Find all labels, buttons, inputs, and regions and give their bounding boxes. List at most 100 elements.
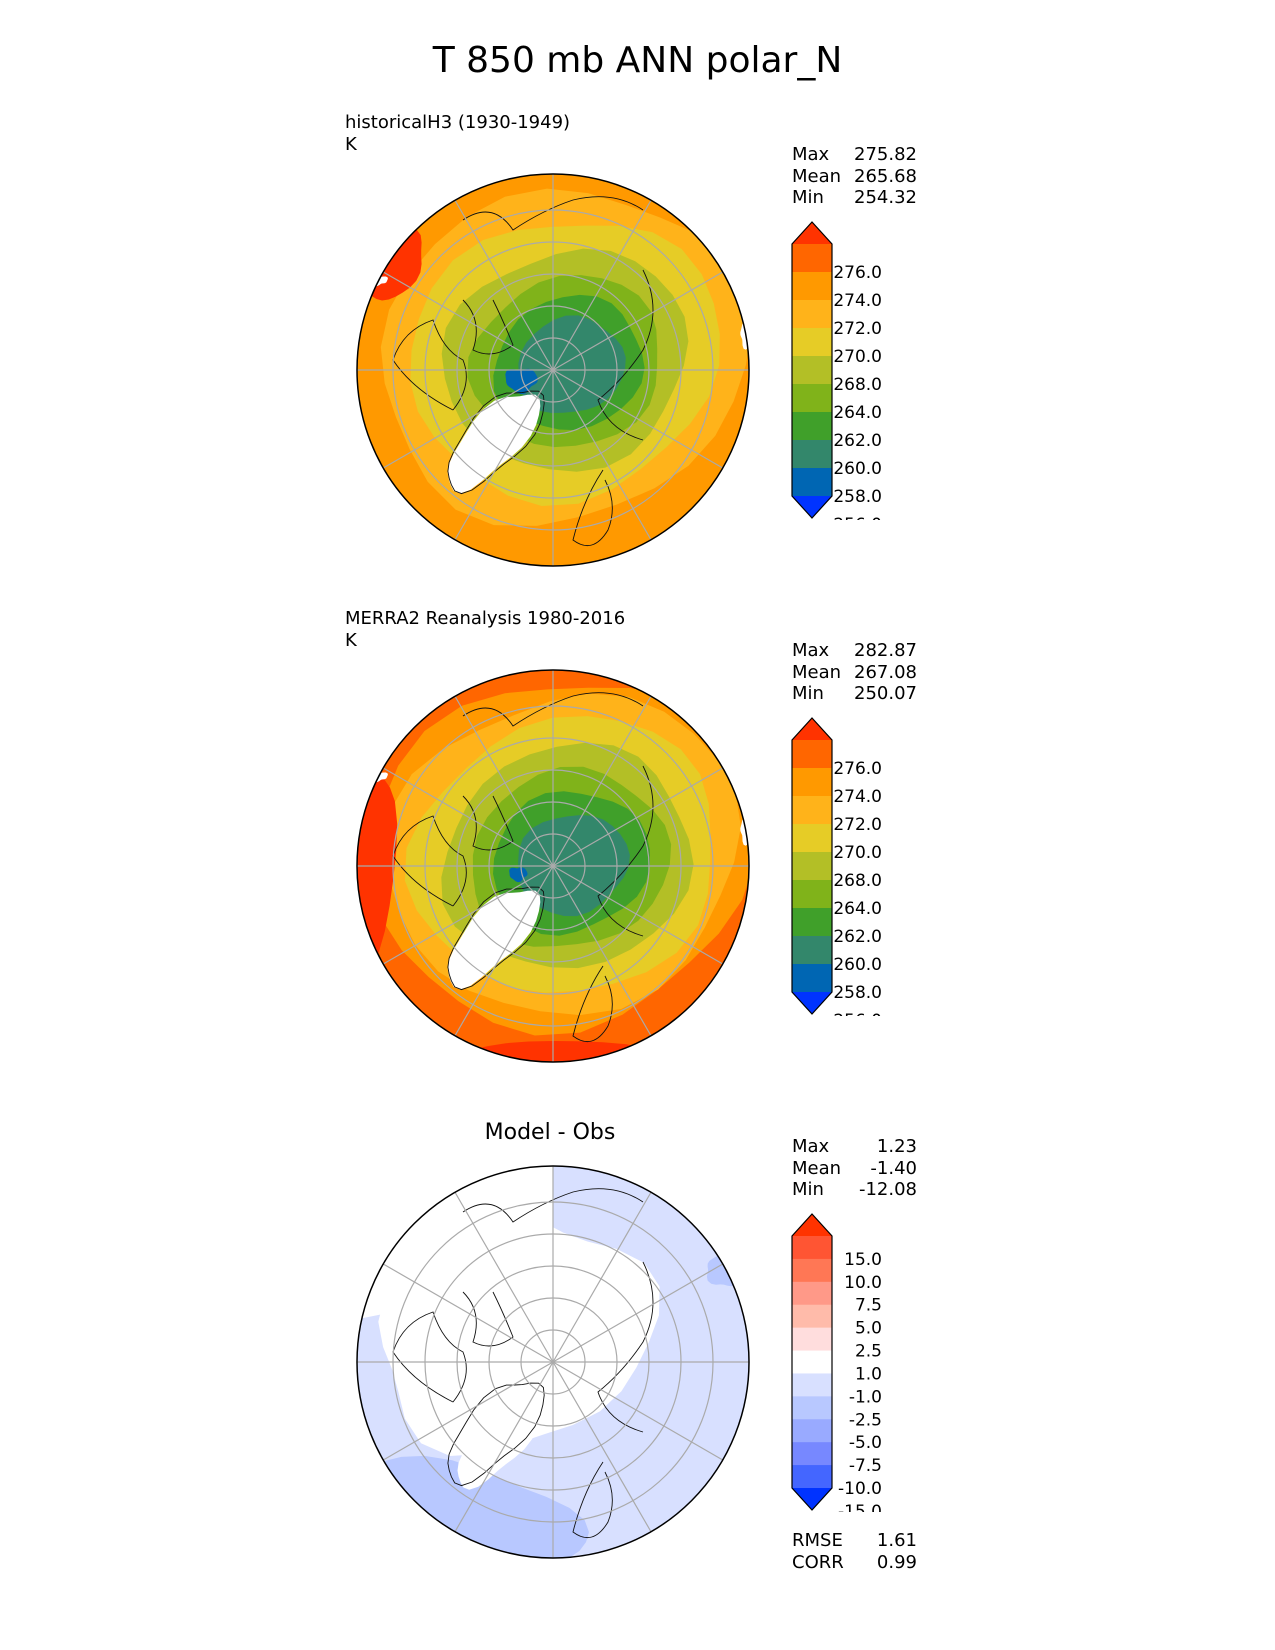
colorbar-tick-label: 5.0 xyxy=(855,1319,882,1339)
stat-label: Min xyxy=(792,683,824,704)
colorbar-tick-label: 272.0 xyxy=(833,815,882,835)
meridian-line xyxy=(454,1191,554,1363)
panel2-polar-map xyxy=(356,669,750,1063)
meridian-line xyxy=(382,369,554,469)
metric-label: RMSE xyxy=(792,1530,843,1551)
coastlines xyxy=(392,1188,654,1539)
meridian-line xyxy=(552,271,724,371)
colorbar-swatch xyxy=(792,384,832,413)
colorbar-tick-label: 276.0 xyxy=(833,263,882,283)
stat-value: -12.08 xyxy=(858,1179,917,1200)
map-boundary xyxy=(356,669,750,1063)
field-band xyxy=(357,1166,553,1322)
field-band xyxy=(518,315,626,413)
colorbar-tick-label: 2.5 xyxy=(855,1342,882,1362)
meridian-line xyxy=(382,767,554,867)
colorbar-extend-max xyxy=(792,222,832,244)
field-band xyxy=(357,752,398,1002)
colorbar-tick-label: -2.5 xyxy=(849,1410,882,1430)
meridian-line xyxy=(454,369,554,541)
colorbar-swatch xyxy=(792,964,832,993)
coastline-scandinavia xyxy=(572,469,613,547)
metric-value: 0.99 xyxy=(876,1551,917,1573)
meridian-line xyxy=(552,369,724,469)
panel1-units: K xyxy=(345,134,357,155)
colorbar-swatch xyxy=(792,908,832,937)
stat-value: 267.08 xyxy=(854,661,917,683)
colorbar-tick-label: -1.0 xyxy=(849,1387,882,1407)
colorbar-swatch xyxy=(792,440,832,469)
colorbar-extend-min xyxy=(792,992,832,1014)
coastline-hudson-bay xyxy=(392,319,467,411)
missing-data-patch xyxy=(740,817,749,846)
panel2-stats: Max 282.87 Mean 267.08 Min 250.07 xyxy=(792,640,917,705)
meridian-line xyxy=(454,865,554,1037)
colorbar-swatch xyxy=(792,1258,832,1283)
colorbar-tick-label: 268.0 xyxy=(833,375,882,395)
coastline-archipelago xyxy=(462,299,514,355)
colorbar-swatch xyxy=(792,244,832,273)
coastlines xyxy=(392,196,654,547)
panel3-title: Model - Obs xyxy=(484,1120,616,1145)
stat-label: Max xyxy=(792,144,830,165)
field-band xyxy=(509,867,528,883)
panel1-title: historicalH3 (1930-1949) xyxy=(345,112,571,133)
meridian-line xyxy=(382,1263,554,1363)
coastline-alaska xyxy=(462,692,644,727)
panel1-polar-map xyxy=(356,173,750,567)
coastlines xyxy=(392,692,654,1043)
panel1-colorbar: 276.0 274.0 272.0 270.0 268.0 264.0 262.0 260.0… xyxy=(791,221,882,520)
stat-value: -1.40 xyxy=(870,1157,917,1179)
stat-label: Mean xyxy=(792,165,842,187)
colorbar-swatch xyxy=(792,880,832,909)
colorbar-swatch xyxy=(792,1465,832,1489)
coastline-greenland xyxy=(447,390,545,495)
meridian-line xyxy=(552,1361,724,1461)
coastline-siberia xyxy=(597,1261,654,1433)
coastline-hudson-bay xyxy=(392,815,467,907)
colorbar-tick-label: 268.0 xyxy=(833,871,882,891)
meridian-line xyxy=(552,767,724,867)
metric-label: CORR xyxy=(792,1551,844,1573)
colorbar-extend-max xyxy=(792,1214,832,1236)
colorbar-tick-label: 256.0 xyxy=(833,1011,882,1016)
colorbar-swatch xyxy=(792,1373,832,1397)
colorbar-tick-label: 264.0 xyxy=(833,899,882,919)
coastline-alaska xyxy=(462,196,644,231)
map-boundary xyxy=(356,1165,750,1559)
coastline-greenland xyxy=(447,1382,545,1487)
colorbar-swatch xyxy=(792,272,832,301)
meridian-line xyxy=(552,1191,652,1363)
colorbar-outline xyxy=(791,717,833,1015)
meridian-line xyxy=(552,865,724,965)
coastline-siberia xyxy=(597,269,654,441)
colorbar-swatch xyxy=(792,852,832,881)
panel1-stats: Max 275.82 Mean 265.68 Min 254.32 xyxy=(792,144,917,209)
colorbar-swatch xyxy=(792,1281,832,1306)
meridian-line xyxy=(552,865,652,1037)
panel3-stats: Max 1.23 Mean -1.40 Min -12.08 xyxy=(792,1136,917,1201)
colorbar-tick-label: -7.5 xyxy=(849,1456,882,1476)
meridian-line xyxy=(454,199,554,371)
meridian-line xyxy=(382,1361,554,1461)
colorbar-extend-max xyxy=(792,718,832,740)
colorbar-swatch xyxy=(792,356,832,385)
colorbar-tick-label: 258.0 xyxy=(833,487,882,507)
colorbar-swatch xyxy=(792,412,832,441)
colorbar-tick-label: 260.0 xyxy=(833,459,882,479)
panel2-title: MERRA2 Reanalysis 1980-2016 xyxy=(345,608,626,629)
colorbar-tick-label: 272.0 xyxy=(833,319,882,339)
coastline-scandinavia xyxy=(572,1461,613,1539)
colorbar-tick-label: 10.0 xyxy=(844,1273,882,1293)
colorbar-tick-label: 276.0 xyxy=(833,759,882,779)
colorbar-swatch xyxy=(792,300,832,329)
panel3-polar-map xyxy=(356,1165,750,1559)
colorbar-outline xyxy=(791,1213,833,1511)
field-band xyxy=(432,1041,657,1062)
colorbar-outline xyxy=(791,221,833,519)
stat-value: 275.82 xyxy=(854,144,917,165)
figure-title: T 850 mb ANN polar_N xyxy=(432,40,843,81)
meridian-line xyxy=(552,1361,652,1533)
panel2-units: K xyxy=(345,630,357,651)
colorbar-swatch xyxy=(792,1396,832,1420)
